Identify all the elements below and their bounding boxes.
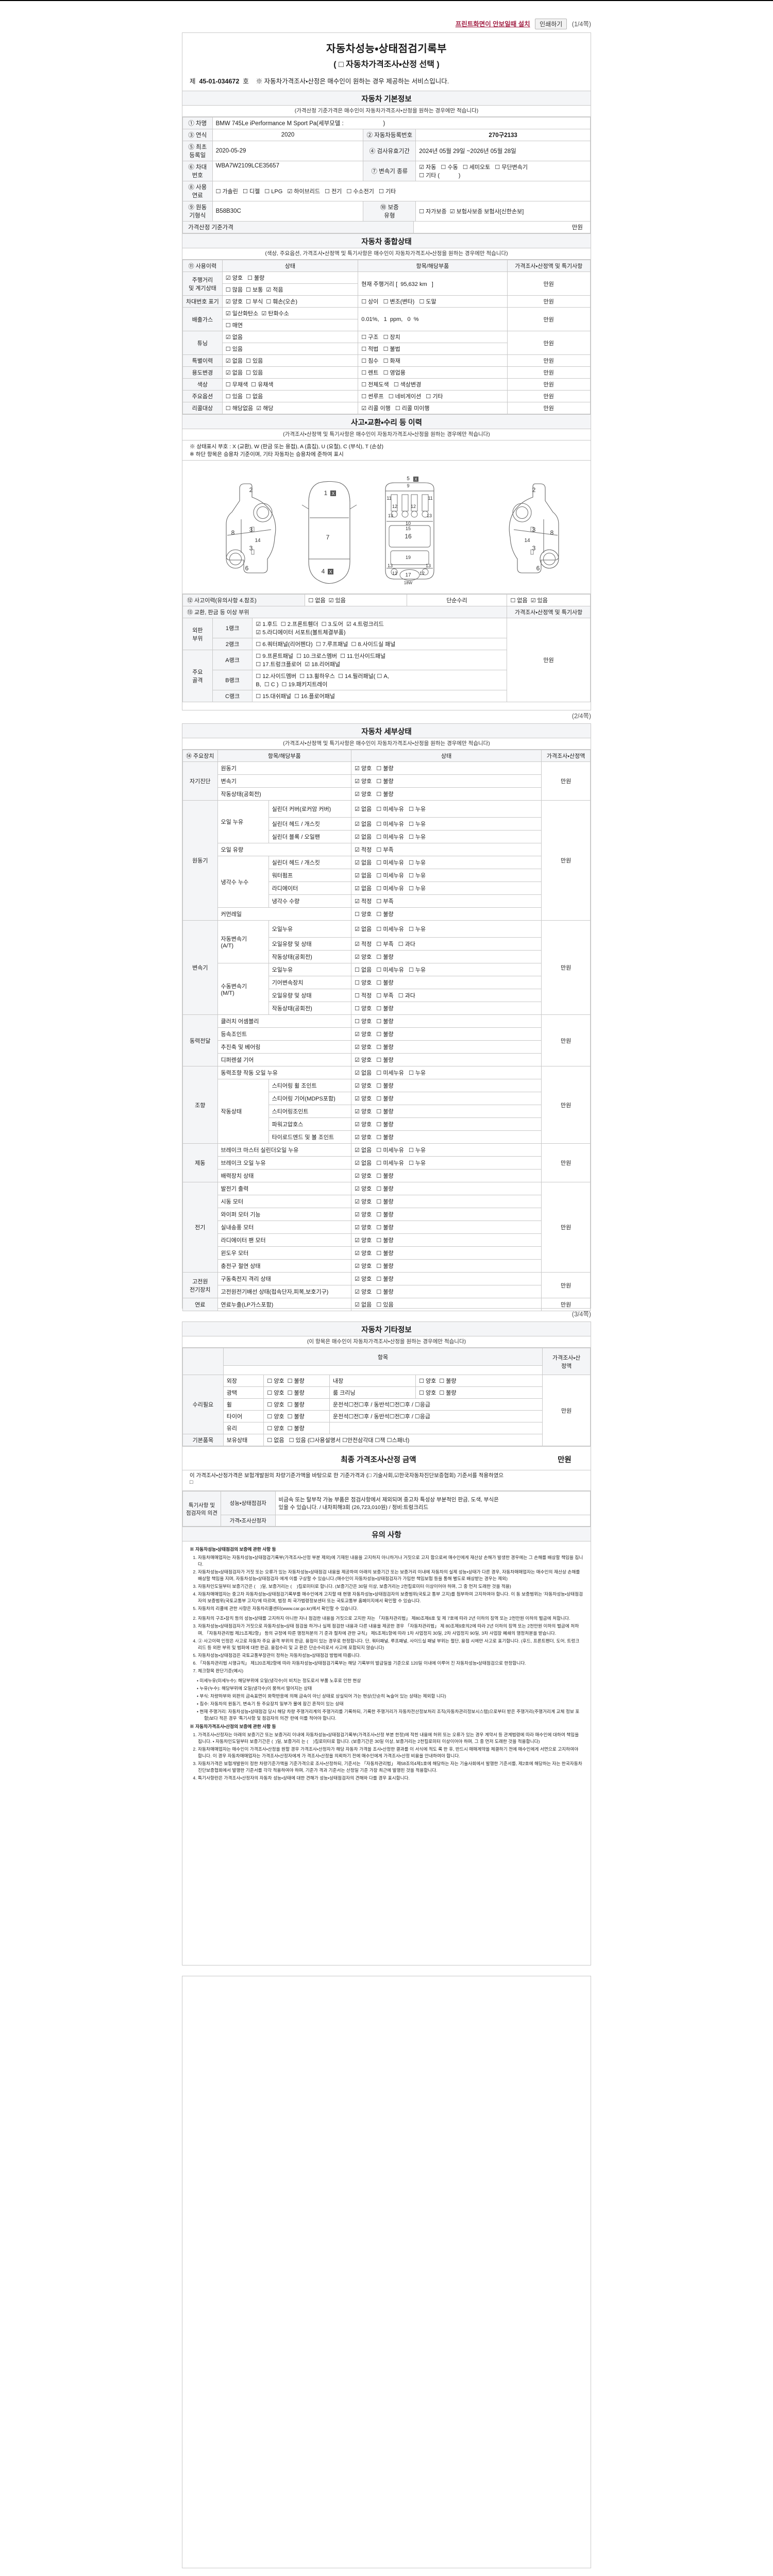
svg-text:13: 13 xyxy=(388,513,393,518)
svg-text:17: 17 xyxy=(405,572,411,578)
svg-text:6: 6 xyxy=(536,565,540,572)
svg-text:10: 10 xyxy=(406,521,411,526)
svg-text:7: 7 xyxy=(326,534,330,541)
svg-text:1: 1 xyxy=(324,489,328,497)
svg-text:3: 3 xyxy=(532,545,536,552)
svg-text:8: 8 xyxy=(231,529,235,536)
svg-text:13: 13 xyxy=(426,563,431,568)
svg-text:4: 4 xyxy=(322,568,325,575)
svg-text:X: X xyxy=(331,491,334,496)
svg-text:14: 14 xyxy=(524,538,530,544)
svg-text:6: 6 xyxy=(245,565,249,572)
svg-text:3: 3 xyxy=(532,526,536,533)
svg-text:3: 3 xyxy=(249,545,253,552)
svg-text:12: 12 xyxy=(411,504,416,509)
svg-text:X: X xyxy=(414,477,417,482)
svg-text:12: 12 xyxy=(392,504,397,509)
svg-text:11: 11 xyxy=(428,496,432,501)
svg-text:19: 19 xyxy=(406,555,411,560)
svg-text:12: 12 xyxy=(419,571,425,576)
svg-text:9: 9 xyxy=(407,483,409,488)
svg-text:X: X xyxy=(329,569,332,574)
svg-text:16: 16 xyxy=(405,533,412,540)
svg-text:8: 8 xyxy=(550,529,554,536)
svg-text:11: 11 xyxy=(386,496,391,501)
svg-text:2: 2 xyxy=(249,486,253,494)
svg-text:2: 2 xyxy=(532,486,536,494)
svg-text:13: 13 xyxy=(427,513,432,518)
svg-text:18W: 18W xyxy=(404,581,413,585)
svg-text:3: 3 xyxy=(249,526,253,533)
svg-text:5: 5 xyxy=(407,476,410,482)
svg-text:12: 12 xyxy=(392,571,397,576)
svg-text:15: 15 xyxy=(406,526,411,531)
svg-text:14: 14 xyxy=(255,538,261,544)
svg-text:13: 13 xyxy=(388,563,393,568)
